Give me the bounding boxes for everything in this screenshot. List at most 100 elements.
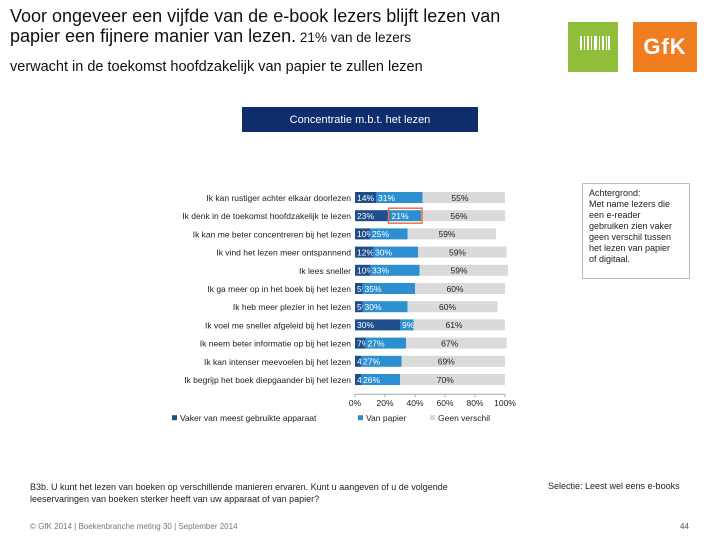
category-label: Ik voel me sneller afgeleid bij het leze… xyxy=(205,320,351,330)
bar-segment xyxy=(376,192,423,203)
x-tick-label: 60% xyxy=(436,398,453,408)
bar-segment xyxy=(355,228,370,240)
data-label: 69% xyxy=(438,357,455,367)
bar-segment xyxy=(362,301,408,313)
data-label: 27% xyxy=(363,357,380,367)
category-label: Ik neem beter informatie op bij het leze… xyxy=(200,339,351,349)
data-label: 12% xyxy=(357,247,374,257)
data-label: 35% xyxy=(365,284,382,294)
page-number: 44 xyxy=(680,522,689,531)
data-label: 10% xyxy=(357,229,374,239)
bar-segment xyxy=(407,228,496,240)
bar-segment xyxy=(355,264,370,276)
data-label: 7% xyxy=(357,338,370,348)
note-line: het lezen van papier xyxy=(589,243,671,253)
data-label: 60% xyxy=(439,302,456,312)
data-label: 30% xyxy=(365,302,382,312)
category-label: Ik heb meer plezier in het lezen xyxy=(233,302,351,312)
note-line: geen verschil tussen xyxy=(589,232,672,242)
x-tick-label: 40% xyxy=(406,398,423,408)
data-label: 14% xyxy=(357,193,374,203)
category-label: Ik vind het lezen meer ontspannend xyxy=(216,248,351,258)
background-note: Achtergrond: Met name lezers die een e-rea… xyxy=(582,183,690,279)
x-tick-label: 80% xyxy=(466,398,483,408)
bar-segment xyxy=(419,264,508,276)
data-label: 30% xyxy=(357,320,374,330)
note-line: Achtergrond: xyxy=(589,188,641,198)
bar-segment xyxy=(370,228,408,240)
data-label: 21% xyxy=(392,211,409,221)
selection-note: Selectie: Leest wel eens e-books xyxy=(548,481,680,491)
highlight-box xyxy=(387,207,423,224)
bar-segment xyxy=(355,192,376,203)
note-line: een e-reader xyxy=(589,210,641,220)
data-label: 27% xyxy=(368,338,385,348)
category-label: Ik lees sneller xyxy=(299,266,351,276)
x-tick-label: 20% xyxy=(376,398,393,408)
data-label: 23% xyxy=(357,211,374,221)
note-line: gebruiken zien vaker xyxy=(589,221,673,231)
title-main: Voor ongeveer een vijfde van de e-book l… xyxy=(10,6,501,46)
legend-swatch xyxy=(358,415,363,421)
title-suffix: 21% van de lezers xyxy=(296,30,411,45)
data-label: 59% xyxy=(438,229,455,239)
bar-segment xyxy=(362,283,415,294)
data-label: 25% xyxy=(372,229,389,239)
category-label: Ik kan rustiger achter elkaar doorlezen xyxy=(206,193,351,203)
data-label: 60% xyxy=(447,284,464,294)
legend-label: Geen verschil xyxy=(438,413,490,423)
data-label: 33% xyxy=(372,266,389,276)
bar-segment xyxy=(361,374,400,385)
data-label: 9% xyxy=(402,320,415,330)
bar-segment xyxy=(370,264,420,276)
bar-segment xyxy=(355,355,361,367)
bar-segment xyxy=(406,337,507,349)
legend-label: Vaker van meest gebruikte apparaat xyxy=(180,413,317,423)
data-label: 70% xyxy=(437,375,454,385)
bar-segment xyxy=(355,374,361,385)
x-tick-label: 0% xyxy=(349,398,362,408)
bar-segment xyxy=(355,337,366,349)
data-label: 56% xyxy=(450,211,467,221)
slide-title: Voor ongeveer een vijfde van de e-book l… xyxy=(10,6,555,48)
section-title: Concentratie m.b.t. het lezen xyxy=(242,107,478,132)
footer-copyright: © GfK 2014 | Boekenbranche meting 30 | S… xyxy=(30,522,238,531)
bar-segment xyxy=(407,301,498,313)
category-label: Ik kan intenser meevoelen bij het lezen xyxy=(204,357,351,367)
bar-segment xyxy=(373,246,418,258)
data-label: 67% xyxy=(441,338,458,348)
barcode-icon xyxy=(580,36,610,50)
bar-segment xyxy=(361,355,402,367)
stacked-bar-chart: Ik kan rustiger achter elkaar doorlezen 1… xyxy=(172,192,516,423)
bar-segment xyxy=(400,374,505,385)
data-label: 30% xyxy=(375,247,392,257)
x-tick-label: 100% xyxy=(494,398,516,408)
bar-segment xyxy=(355,301,363,313)
data-label: 59% xyxy=(449,247,466,257)
bar-segment xyxy=(401,355,505,367)
data-label: 10% xyxy=(357,266,374,276)
legend-swatch xyxy=(430,415,435,421)
bar-segment xyxy=(389,210,421,222)
data-label: 26% xyxy=(363,375,380,385)
bar-segment xyxy=(415,283,505,294)
category-label: Ik begrijp het boek diepgaander bij het … xyxy=(184,375,351,385)
category-label: Ik kan me beter concentreren bij het lez… xyxy=(193,229,352,239)
data-label: 59% xyxy=(450,266,467,276)
legend-swatch xyxy=(172,415,177,421)
bar-segment xyxy=(400,319,414,331)
bar-segment xyxy=(413,319,505,331)
data-label: 55% xyxy=(451,193,468,203)
bar-segment xyxy=(355,246,373,258)
data-label: 31% xyxy=(378,193,395,203)
bar-segment xyxy=(355,210,390,222)
question-footnote: B3b. U kunt het lezen van boeken op vers… xyxy=(30,482,448,504)
bar-segment xyxy=(418,246,507,258)
note-line: Met name lezers die xyxy=(589,199,671,209)
category-label: Ik ga meer op in het boek bij het lezen xyxy=(207,284,351,294)
gfk-logo: GfK xyxy=(633,22,697,72)
bar-segment xyxy=(365,337,406,349)
bar-segment xyxy=(421,210,505,222)
note-line: of digitaal. xyxy=(589,254,631,264)
bar-segment xyxy=(355,283,363,294)
